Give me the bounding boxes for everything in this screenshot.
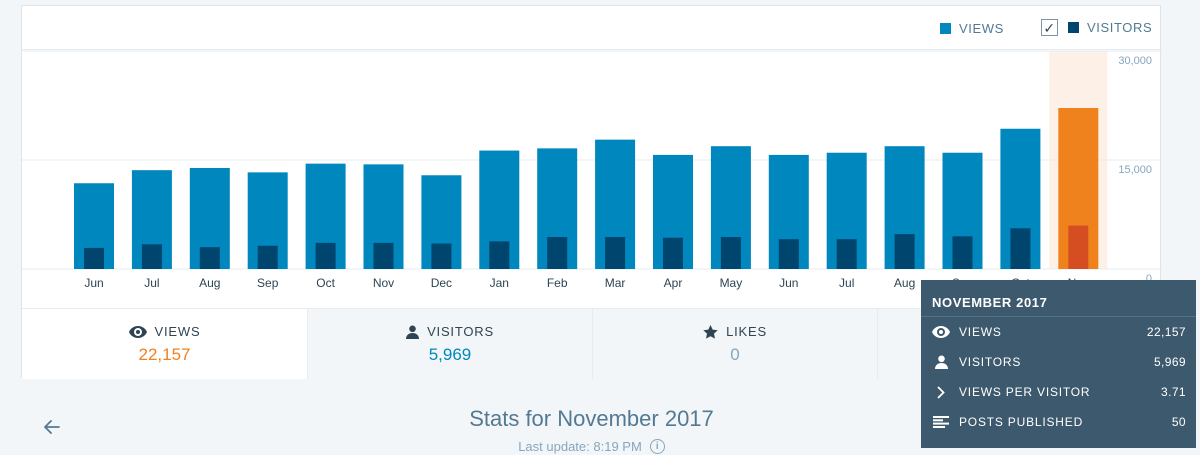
- visitors-bar: [431, 243, 452, 269]
- bar-chart[interactable]: 0 15,000 30,000 Jun Jul Aug Sep Oct Nov Dec Jan Feb…: [22, 6, 1162, 308]
- visitors-bar: [547, 237, 568, 269]
- eye-icon: [128, 325, 147, 338]
- tooltip-views-value: 22,157: [1146, 325, 1186, 339]
- tab-views-value: 22,157: [138, 345, 191, 364]
- views-swatch: [940, 23, 951, 34]
- legend-visitors-label: VISITORS: [1087, 20, 1153, 35]
- tooltip-title: NOVEMBER 2017: [921, 280, 1196, 317]
- x-tick-label: Dec: [431, 276, 452, 290]
- visitors-bar: [84, 247, 104, 269]
- tooltip-row-views-per-visitor: VIEWS PER VISITOR 3.71: [921, 377, 1196, 407]
- info-icon[interactable]: i: [649, 439, 665, 454]
- x-tick-label: Jun: [779, 276, 798, 290]
- x-tick-label: Mar: [605, 276, 626, 290]
- x-tick-label: Jun: [84, 276, 103, 290]
- visitors-bar: [1068, 225, 1089, 269]
- visitors-bar: [257, 245, 278, 269]
- y-tick-label: 30,000: [1118, 55, 1152, 67]
- x-tick-label: Aug: [894, 276, 915, 290]
- x-tick-label: Nov: [373, 276, 394, 290]
- chevron-right-icon: [932, 385, 950, 399]
- x-tick-label: Jan: [490, 276, 509, 290]
- tab-visitors-value: 5,969: [428, 345, 472, 364]
- x-tick-label: Jul: [144, 276, 159, 290]
- tab-likes-value: 0: [730, 345, 740, 364]
- tab-visitors-label: VISITORS: [427, 324, 494, 339]
- visitors-bar: [489, 241, 510, 269]
- tab-likes[interactable]: LIKES 0: [593, 309, 878, 379]
- visitors-bar: [836, 239, 857, 269]
- tooltip-row-posts-published: POSTS PUBLISHED 50: [921, 407, 1196, 437]
- visitors-bar: [141, 244, 162, 269]
- x-tick-label: Apr: [664, 276, 683, 290]
- chart-tooltip: NOVEMBER 2017 VIEWS 22,157 VISITORS 5,96…: [921, 280, 1196, 448]
- tooltip-posts-label: POSTS PUBLISHED: [959, 415, 1084, 429]
- tooltip-vpv-label: VIEWS PER VISITOR: [959, 385, 1091, 399]
- legend-views-label: VIEWS: [959, 21, 1004, 36]
- person-icon: [406, 325, 420, 339]
- visitors-bar: [373, 242, 394, 269]
- legend-visitors[interactable]: ✓ VISITORS: [1041, 19, 1152, 36]
- y-tick-label: 15,000: [1118, 164, 1152, 176]
- visitors-bar: [315, 242, 336, 269]
- x-tick-label: Sep: [257, 276, 279, 290]
- last-update-text: Last update: 8:19 PM: [518, 439, 642, 454]
- tab-views[interactable]: VIEWS 22,157: [22, 309, 308, 379]
- tooltip-views-label: VIEWS: [959, 325, 1002, 339]
- star-icon: [703, 324, 718, 339]
- tooltip-visitors-value: 5,969: [1153, 355, 1186, 369]
- x-tick-label: Aug: [199, 276, 220, 290]
- tab-visitors[interactable]: VISITORS 5,969: [308, 309, 593, 379]
- tooltip-row-visitors: VISITORS 5,969: [921, 347, 1196, 377]
- tooltip-posts-value: 50: [1171, 415, 1186, 429]
- visitors-checkbox[interactable]: ✓: [1041, 19, 1058, 36]
- visitors-bar: [894, 234, 915, 269]
- tooltip-row-views: VIEWS 22,157: [921, 317, 1196, 347]
- last-update: Last update: 8:19 PM i: [0, 439, 1183, 454]
- legend-views: VIEWS: [940, 21, 1004, 36]
- visitors-bar: [720, 237, 741, 269]
- visitors-bar: [952, 236, 973, 269]
- posts-icon: [932, 416, 950, 428]
- tooltip-visitors-label: VISITORS: [959, 355, 1022, 369]
- x-tick-label: Jul: [839, 276, 854, 290]
- visitors-bar: [778, 239, 799, 269]
- page-title: Stats for November 2017: [469, 406, 714, 431]
- y-tick-label: 0: [1146, 273, 1152, 285]
- tab-likes-label: LIKES: [726, 324, 767, 339]
- person-icon: [932, 355, 950, 369]
- visitors-bar: [199, 247, 220, 269]
- x-tick-label: Oct: [316, 276, 335, 290]
- visitors-bar: [663, 237, 683, 269]
- back-arrow-icon[interactable]: [44, 417, 60, 440]
- tab-views-label: VIEWS: [154, 324, 201, 339]
- x-tick-label: Feb: [547, 276, 568, 290]
- chart-legend: VIEWS ✓ VISITORS: [22, 6, 1160, 50]
- x-tick-label: May: [720, 276, 743, 290]
- visitors-bar: [1010, 228, 1031, 269]
- visitors-bar: [605, 237, 626, 269]
- eye-icon: [932, 326, 950, 338]
- tooltip-vpv-value: 3.71: [1161, 385, 1186, 399]
- visitors-swatch: [1068, 22, 1079, 33]
